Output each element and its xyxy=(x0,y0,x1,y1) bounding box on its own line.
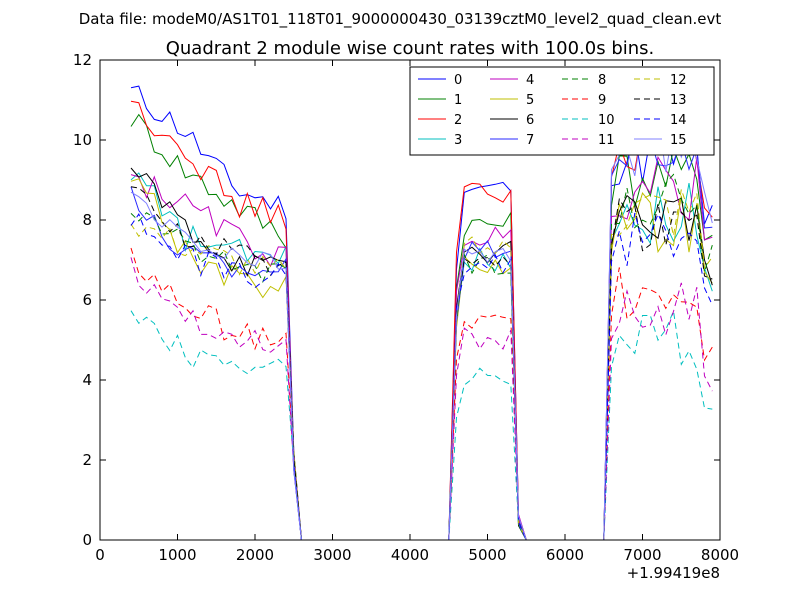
x-tick-label: 7000 xyxy=(623,546,661,564)
plot-frame xyxy=(99,59,721,541)
series-lines xyxy=(130,85,713,541)
x-axis: 0 1000 2000 3000 4000 5000 6000 7000 8000 xyxy=(95,60,739,564)
series-line-1 xyxy=(130,113,713,541)
legend-label-8: 8 xyxy=(598,73,606,88)
y-tick-label: 0 xyxy=(82,531,92,549)
series-line-4 xyxy=(130,155,713,541)
legend-box xyxy=(409,66,715,156)
y-tick-label: 4 xyxy=(82,371,92,389)
x-tick-label: 6000 xyxy=(546,546,584,564)
y-tick-label: 12 xyxy=(73,51,92,69)
legend-label-3: 3 xyxy=(454,133,462,148)
legend-label-12: 12 xyxy=(670,73,687,88)
legend-label-13: 13 xyxy=(670,93,687,108)
x-tick-label: 1000 xyxy=(158,546,196,564)
legend-label-7: 7 xyxy=(526,133,534,148)
legend-label-14: 14 xyxy=(670,113,687,128)
legend-label-5: 5 xyxy=(526,93,534,108)
legend-label-2: 2 xyxy=(454,113,462,128)
x-tick-label: 3000 xyxy=(313,546,351,564)
x-tick-label: 2000 xyxy=(236,546,274,564)
series-line-11 xyxy=(130,257,713,541)
series-line-10 xyxy=(130,309,713,541)
legend-label-9: 9 xyxy=(598,93,606,108)
chart-title: Quadrant 2 module wise count rates with … xyxy=(166,38,655,59)
legend-label-15: 15 xyxy=(670,133,687,148)
x-tick-label: 5000 xyxy=(468,546,506,564)
y-tick-label: 10 xyxy=(73,131,92,149)
x-tick-label: 8000 xyxy=(701,546,739,564)
legend-label-6: 6 xyxy=(526,113,534,128)
legend-label-10: 10 xyxy=(598,113,615,128)
legend-label-11: 11 xyxy=(598,133,615,148)
legend-label-0: 0 xyxy=(454,73,462,88)
legend-label-4: 4 xyxy=(526,73,534,88)
series-line-14 xyxy=(130,212,713,541)
y-tick-label: 8 xyxy=(82,211,92,229)
y-tick-label: 6 xyxy=(82,291,92,309)
chart-suptitle: Data file: modeM0/AS1T01_118T01_90000004… xyxy=(79,10,722,29)
x-axis-offset-label: +1.99419e8 xyxy=(627,564,720,582)
x-tick-label: 4000 xyxy=(391,546,429,564)
x-tick-label: 0 xyxy=(95,546,105,564)
y-tick-label: 2 xyxy=(82,451,92,469)
legend-label-1: 1 xyxy=(454,93,462,108)
